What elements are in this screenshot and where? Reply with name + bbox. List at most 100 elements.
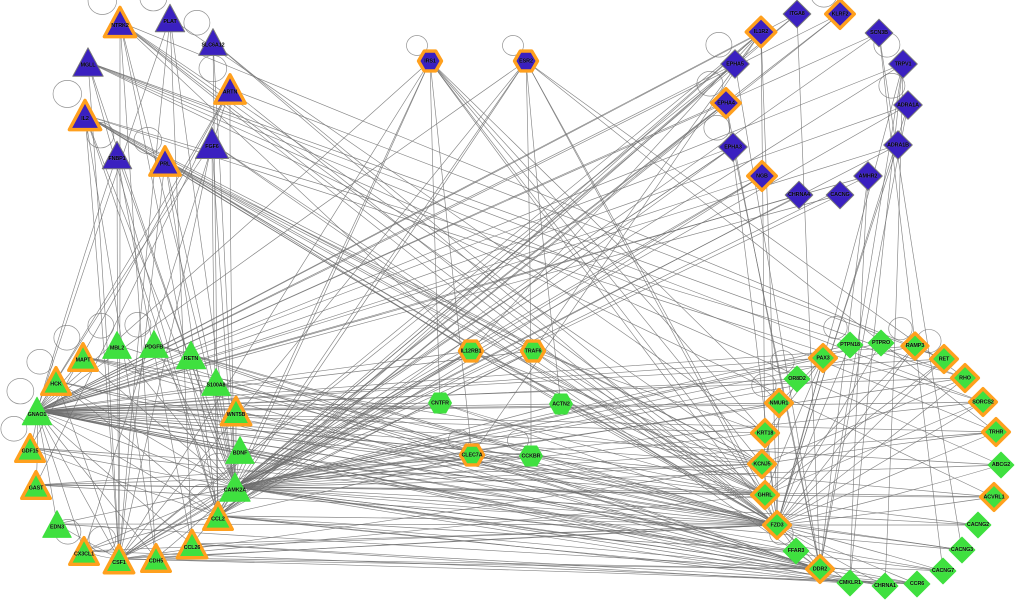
graph-node-cdh5[interactable]: CDH5 [140, 542, 172, 574]
edge [560, 403, 763, 465]
graph-node-fzd3[interactable]: FZD3 [761, 509, 793, 541]
edge [36, 410, 219, 517]
triangle-glyph [219, 472, 251, 502]
graph-node-s100a8[interactable]: S100A8 [201, 367, 232, 398]
edge [776, 358, 945, 526]
graph-node-ccl2[interactable]: CCL2 [202, 500, 234, 532]
graph-node-trhr[interactable]: TRHR [980, 416, 1012, 448]
graph-node-trpv1[interactable]: TRPV1 [888, 49, 919, 80]
graph-node-amhr2[interactable]: AMHR2 [853, 161, 884, 192]
graph-node-cacng[interactable]: CACNG [825, 180, 855, 210]
self-loop-edge [705, 32, 733, 58]
diamond-glyph [883, 130, 913, 160]
edge [234, 13, 841, 488]
edge [235, 410, 821, 570]
graph-node-abcg2[interactable]: ABCG2 [987, 451, 1015, 479]
edge [118, 463, 763, 560]
edge [82, 356, 778, 526]
edge [29, 88, 231, 449]
graph-node-adra1a[interactable]: ADRA1A [893, 90, 924, 121]
graph-node-gnao1[interactable]: GNAO1 [21, 395, 53, 427]
edge [84, 114, 534, 352]
graph-node-pax3[interactable]: PAX3 [807, 342, 839, 374]
graph-node-ptpn18[interactable]: PTPN18 [836, 331, 864, 359]
graph-node-nmur1[interactable]: NMUR1 [763, 387, 795, 419]
graph-node-artn[interactable]: ARTN [213, 73, 247, 106]
graph-node-krt18[interactable]: KRT18 [749, 417, 781, 449]
graph-node-adra1b[interactable]: ADRA1B [883, 130, 914, 161]
graph-node-scn3b[interactable]: SCN3B [864, 18, 894, 48]
graph-node-ddr2[interactable]: DDR2 [804, 553, 836, 585]
graph-node-kcnj5[interactable]: KCNJ5 [746, 448, 778, 480]
graph-node-prl[interactable]: PRL [148, 145, 182, 178]
graph-node-ngb[interactable]: NGB [746, 160, 778, 192]
graph-node-chrna1[interactable]: CHRNA1 [871, 572, 899, 600]
triangle-glyph [201, 368, 231, 396]
graph-node-actn2[interactable]: ACTN2 [549, 392, 574, 417]
graph-node-cntfr[interactable]: CNTFR [428, 391, 453, 416]
hexagon-glyph [519, 339, 547, 363]
graph-node-camk2a[interactable]: CAMK2A [219, 471, 252, 504]
graph-node-cckbr[interactable]: CCKBR [519, 444, 544, 469]
graph-node-il12rb1[interactable]: IL12RB1 [457, 339, 485, 364]
graph-node-ccr6[interactable]: CCR6 [903, 570, 931, 598]
graph-node-ptpro[interactable]: PTPRO [867, 329, 895, 357]
graph-node-epha5[interactable]: EPHA5 [720, 49, 751, 80]
graph-node-pdgfb[interactable]: PDGFB [139, 329, 170, 360]
edge [234, 402, 780, 488]
diamond-glyph [964, 511, 992, 539]
edge [532, 31, 762, 352]
triangle-glyph [42, 510, 72, 538]
graph-node-mapt[interactable]: MAPT [67, 341, 99, 373]
graph-node-gdf15[interactable]: GDF15 [14, 432, 46, 464]
graph-node-il2[interactable]: IL2 [67, 98, 103, 132]
graph-node-bdnf[interactable]: BDNF [225, 435, 256, 466]
graph-node-fgf6[interactable]: FGF6 [194, 125, 230, 161]
graph-node-esr2[interactable]: ESR2 [512, 49, 540, 74]
diamond-glyph [987, 451, 1015, 479]
edge [153, 343, 778, 526]
self-loop-edge [203, 453, 233, 481]
graph-node-cacng7[interactable]: CACNG7 [929, 557, 957, 585]
graph-node-cacng2[interactable]: CACNG2 [964, 511, 992, 539]
diamond-glyph [871, 572, 899, 600]
graph-node-epha3[interactable]: EPHA3 [718, 132, 749, 163]
triangle-glyph [198, 28, 228, 56]
graph-node-sorcs2[interactable]: SORCS2 [967, 386, 999, 418]
edge [36, 410, 1002, 466]
self-loop-edge [888, 317, 913, 341]
triangle-glyph [140, 542, 172, 574]
edge [36, 358, 945, 412]
edge [234, 486, 886, 587]
graph-node-clec7a[interactable]: CLEC7A [458, 443, 486, 468]
graph-node-ccl26[interactable]: CCL26 [175, 528, 209, 560]
graph-node-fnbp1[interactable]: FNBP1 [101, 139, 133, 171]
graph-node-cx3cl1[interactable]: CX3CL1 [68, 535, 100, 567]
graph-node-epha4[interactable]: EPHA4 [710, 87, 742, 119]
graph-node-il1r2[interactable]: IL1R2 [744, 15, 778, 49]
edge [234, 175, 869, 488]
graph-node-hck[interactable]: HCK [40, 365, 72, 397]
edge [55, 380, 219, 517]
edge [36, 410, 766, 496]
graph-node-mgll[interactable]: MGLL [72, 46, 105, 79]
graph-node-irs1[interactable]: IRS1 [416, 49, 444, 74]
graph-node-wnt5b[interactable]: WNT5B [219, 395, 253, 427]
graph-node-slc6a12[interactable]: SLC6A12 [198, 27, 229, 58]
graph-node-acvrl1[interactable]: ACVRL1 [978, 481, 1010, 513]
triangle-glyph [225, 436, 255, 464]
graph-node-itga8[interactable]: ITGA8 [782, 0, 812, 29]
graph-node-mbl2[interactable]: MBL2 [102, 330, 133, 361]
graph-node-ntrk2[interactable]: NTRK2 [102, 5, 138, 39]
graph-node-cmklr1[interactable]: CMKLR1 [836, 569, 864, 597]
graph-node-klrf2[interactable]: KLRF2 [824, 0, 856, 30]
graph-node-ghrl[interactable]: GHRL [749, 479, 781, 511]
graph-node-gast[interactable]: GAST [20, 469, 52, 501]
graph-node-plat[interactable]: PLAT [154, 2, 186, 34]
graph-node-csf1[interactable]: CSF1 [102, 543, 136, 575]
graph-node-traf6[interactable]: TRAF6 [519, 339, 547, 364]
graph-node-chrna4[interactable]: CHRNA4 [784, 180, 814, 210]
graph-node-ramp3[interactable]: RAMP3 [900, 331, 930, 361]
diamond-glyph [782, 537, 810, 565]
